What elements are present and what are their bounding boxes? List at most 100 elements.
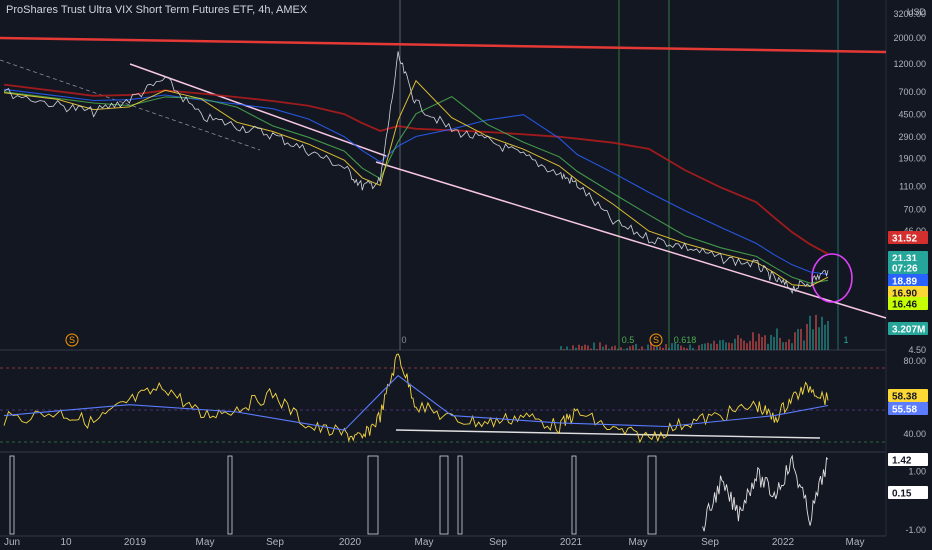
grid [0,0,887,537]
x-tick-label: 2022 [772,537,795,548]
volume-bar [629,346,631,350]
x-tick-label: May [196,537,215,548]
volume-bar [743,340,745,350]
volume-bar [728,342,730,350]
volume-bar [656,346,658,350]
x-tick-label: Sep [489,537,507,548]
volume-bar [692,347,694,350]
volume-bar [608,348,610,350]
volume-bar [578,344,580,350]
price-price-text: 16.90 [892,289,917,300]
price-price-text: 16.46 [892,300,917,311]
volume-bar [752,332,754,350]
oscillator-price-text: 58.38 [892,392,917,403]
event-marker: 0.5 [622,335,635,345]
price-price-tag [888,274,928,287]
volume-bar [701,343,703,350]
price-price-tag [888,297,928,310]
series-layer [3,51,829,535]
moving-average-2 [3,91,829,284]
volume-bar [614,345,616,350]
volume-bar [563,349,565,350]
volume-bar [722,339,724,350]
indicator-spike [367,455,379,535]
oscillator-trendline [395,429,821,439]
volume-bar [776,328,778,350]
oscillator-series-1 [3,374,829,431]
volume-bar [611,346,613,350]
volume-bar [647,344,649,350]
volume-bar [593,342,595,350]
indicator-series-line [702,454,829,532]
x-tick-label: May [629,537,648,548]
price-price-tag [888,231,928,244]
moving-average-1 [3,88,829,275]
volume-bar [785,341,787,350]
volume-bar [794,332,796,350]
volume-bar [626,348,628,350]
price-tick-label: 2000.00 [893,33,926,43]
x-tick-label: Jun [4,537,20,548]
price-price-tag [888,261,928,274]
x-tick-label: 2020 [339,537,362,548]
price-tick-label: 700.00 [898,87,926,97]
price-price-text: 3.207M [892,325,925,336]
price-tick-label: 450.00 [898,109,926,119]
oscillator-price-tag [888,402,928,415]
price-tick-label: 290.00 [898,132,926,142]
indicator-price-tag [888,486,928,499]
volume-bar [698,345,700,350]
indicator-price-text: 0.15 [892,489,912,500]
volume-bar [584,344,586,350]
indicator-spike [439,455,449,535]
volume-bar [812,329,814,350]
volume-bar [773,336,775,350]
oscillator-tick-label: 80.00 [903,356,926,366]
volume-bar [620,347,622,350]
price-price-tag [888,251,928,264]
volume-bar [662,347,664,350]
price-price-tag [888,286,928,299]
x-tick-label: May [846,537,865,548]
price-price-text: 07:26 [892,264,918,275]
oscillator-tick-label: 40.00 [903,429,926,439]
volume-bar [800,328,802,350]
moving-average-0 [3,83,829,255]
volume-bar [683,347,685,350]
volume-bar [779,337,781,350]
volume-bar [671,343,673,350]
volume-bar [677,344,679,350]
volume-bar [602,346,604,350]
price-series-line [3,51,829,295]
oscillator-price-text: 55.58 [892,405,917,416]
x-tick-label: 2021 [560,537,583,548]
event-marker: 0 [401,335,406,345]
volume-bar [731,343,733,350]
moving-average-3 [3,79,829,287]
volume-bar [575,347,577,350]
x-tick-label: Sep [701,537,719,548]
split-marker-ring [65,333,79,347]
dashed-channel-line [0,59,261,151]
volume-bar [761,336,763,350]
volume-bar [734,338,736,350]
volume-bar [686,348,688,350]
volume-bar [560,346,562,350]
volume-bar [740,338,742,350]
volume-bar [767,343,769,350]
price-tick-label: 4.50 [908,345,926,355]
volume-bar [635,343,637,350]
trendlines [0,36,887,439]
volume-bar [797,329,799,350]
volume-bar [764,335,766,350]
volume-bar [770,334,772,350]
volume-bar [815,314,817,350]
volume-bar [569,349,571,350]
volume-bar [668,347,670,350]
event-marker: S [653,335,659,345]
volume-bar [566,346,568,350]
x-tick-label: 2019 [124,537,147,548]
price-price-text: 31.52 [892,234,917,245]
volume-bar [791,343,793,350]
